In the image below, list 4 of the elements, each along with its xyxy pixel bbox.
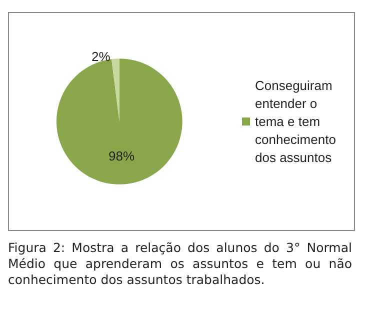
legend-label: Conseguiram entender o tema e tem conhecimento dos assuntos [255,78,340,165]
data-label: 2% [92,49,111,64]
data-label: 98% [108,148,136,164]
text: Figura 2: Mostra a relação dos alunos do 3° Normal Médio que aprenderam os assuntos e tem ou não conhecimento dos assuntos trabalhados. [8,240,352,288]
